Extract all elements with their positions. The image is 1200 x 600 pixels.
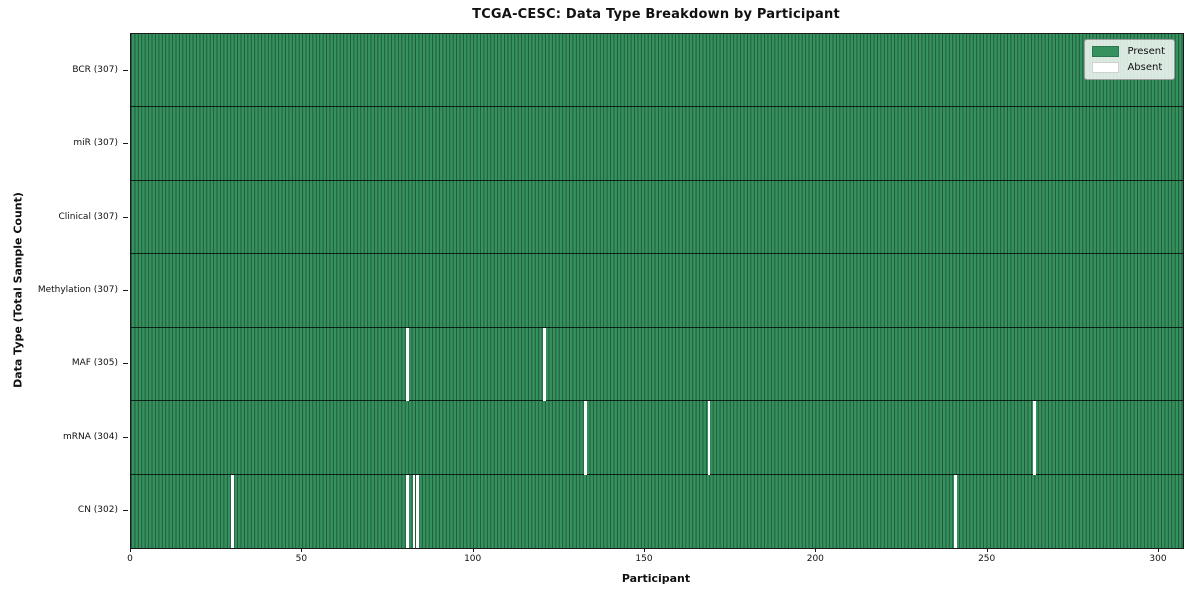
y-tick-mark — [123, 69, 128, 71]
y-tick-mark — [123, 290, 128, 291]
heatmap-rows — [131, 34, 1183, 548]
legend: Present Absent — [1084, 39, 1175, 80]
x-tick-label: 0 — [127, 554, 133, 564]
x-tick-mark — [644, 548, 645, 552]
y-tick-label: CN (302) — [77, 505, 118, 516]
y-tick-label: mRNA (304) — [63, 431, 118, 442]
y-tick-label: MAF (305) — [71, 358, 118, 369]
absent-cell — [1033, 401, 1036, 475]
heatmap-row-bcr — [131, 34, 1183, 108]
legend-swatch-present-icon — [1092, 46, 1120, 57]
absent-cell — [954, 474, 957, 548]
x-tick-mark — [130, 548, 131, 552]
absent-cell — [543, 327, 546, 402]
absent-cell — [416, 474, 419, 548]
absent-cell — [406, 327, 409, 402]
x-tick-label: 250 — [978, 554, 996, 564]
heatmap-row-cn — [131, 474, 1183, 548]
y-tick-label: Methylation (307) — [37, 285, 118, 295]
x-tick-label: 300 — [1149, 554, 1167, 564]
x-tick-mark — [986, 548, 988, 552]
y-tick-label: BCR (307) — [72, 64, 118, 75]
x-axis-label: Participant — [621, 572, 691, 585]
absent-cell — [406, 474, 409, 548]
heatmap-row-maf — [131, 327, 1183, 402]
y-tick-label: Clinical (307) — [58, 211, 118, 222]
legend-swatch-absent-icon — [1092, 62, 1120, 73]
legend-label-absent: Absent — [1127, 62, 1163, 73]
x-tick-label: 100 — [464, 554, 482, 564]
legend-item-absent: Absent — [1092, 62, 1165, 73]
y-axis-ticks: BCR (307) miR (307) Clinical (307) Methylat… — [0, 33, 129, 547]
heatmap-row-methylation — [131, 254, 1183, 328]
legend-label-present: Present — [1127, 46, 1165, 57]
absent-cell — [707, 401, 711, 475]
y-tick-label: miR (307) — [73, 138, 118, 149]
absent-cell — [584, 401, 587, 475]
x-tick-mark — [301, 548, 303, 552]
heatmap-row-clinical — [131, 180, 1183, 255]
x-tick-mark — [815, 548, 817, 552]
chart-title: TCGA-CESC: Data Type Breakdown by Partic… — [472, 7, 840, 22]
absent-cell — [231, 474, 234, 548]
x-axis-ticks: 0 50 100 150 200 250 300 — [127, 548, 1182, 574]
y-tick-mark — [123, 143, 128, 145]
absent-cell — [412, 474, 416, 548]
y-tick-mark — [123, 510, 128, 512]
y-tick-mark — [123, 363, 128, 365]
x-tick-mark — [1158, 548, 1159, 552]
plot-area: Present Absent — [130, 33, 1184, 549]
x-tick-mark — [472, 548, 474, 552]
x-tick-label: 50 — [295, 554, 308, 564]
y-tick-mark — [123, 216, 128, 218]
y-tick-mark — [123, 436, 128, 438]
x-tick-label: 150 — [635, 554, 653, 564]
x-tick-label: 200 — [806, 554, 824, 564]
legend-item-present: Present — [1092, 46, 1165, 57]
heatmap-row-mir — [131, 107, 1183, 181]
heatmap-row-mrna — [131, 401, 1183, 475]
